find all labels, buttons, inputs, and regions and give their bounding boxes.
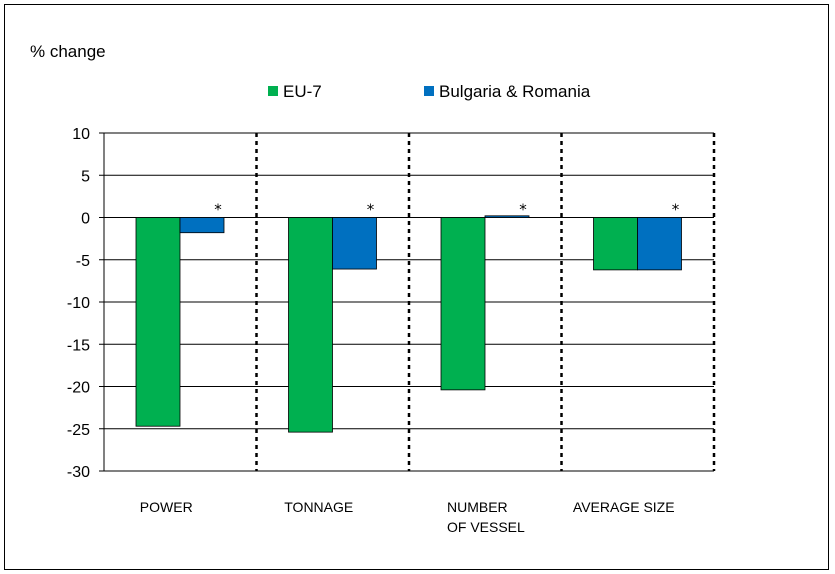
- y-tick-label-2: 0: [81, 211, 90, 228]
- y-tick-label-7: -25: [67, 422, 90, 439]
- bar-0-1: [288, 217, 333, 433]
- bar-1-1: [332, 217, 377, 270]
- bar-0-3: [593, 217, 638, 271]
- y-tick-label-3: -5: [76, 253, 90, 270]
- y-axis-label: % change: [30, 42, 106, 61]
- annotation-3: *: [672, 201, 680, 219]
- bar-0-2: [440, 217, 486, 391]
- legend-label-0: EU-7: [283, 82, 322, 101]
- y-tick-label-4: -10: [67, 295, 90, 312]
- y-tick-label-0: 10: [72, 126, 90, 143]
- y-tick-label-8: -30: [67, 464, 90, 481]
- bar-1-2: [484, 215, 530, 218]
- category-label-2-0: NUMBER: [447, 499, 508, 515]
- category-label-1-0: TONNAGE: [284, 499, 353, 515]
- y-tick-label-6: -20: [67, 380, 90, 397]
- bar-1-3: [637, 217, 682, 271]
- category-label-0-0: POWER: [140, 499, 193, 515]
- y-tick-label-1: 5: [81, 168, 90, 185]
- annotation-0: *: [214, 201, 222, 219]
- legend-label-1: Bulgaria & Romania: [439, 82, 591, 101]
- legend-swatch-0: [268, 86, 278, 96]
- y-tick-label-5: -15: [67, 337, 90, 354]
- annotation-1: *: [367, 201, 375, 219]
- annotation-2: *: [519, 201, 527, 219]
- legend-swatch-1: [424, 86, 434, 96]
- category-label-3-0: AVERAGE SIZE: [573, 499, 675, 515]
- bar-0-0: [135, 217, 181, 427]
- bar-1-0: [179, 217, 225, 234]
- category-label-2-1: OF VESSEL: [447, 519, 525, 535]
